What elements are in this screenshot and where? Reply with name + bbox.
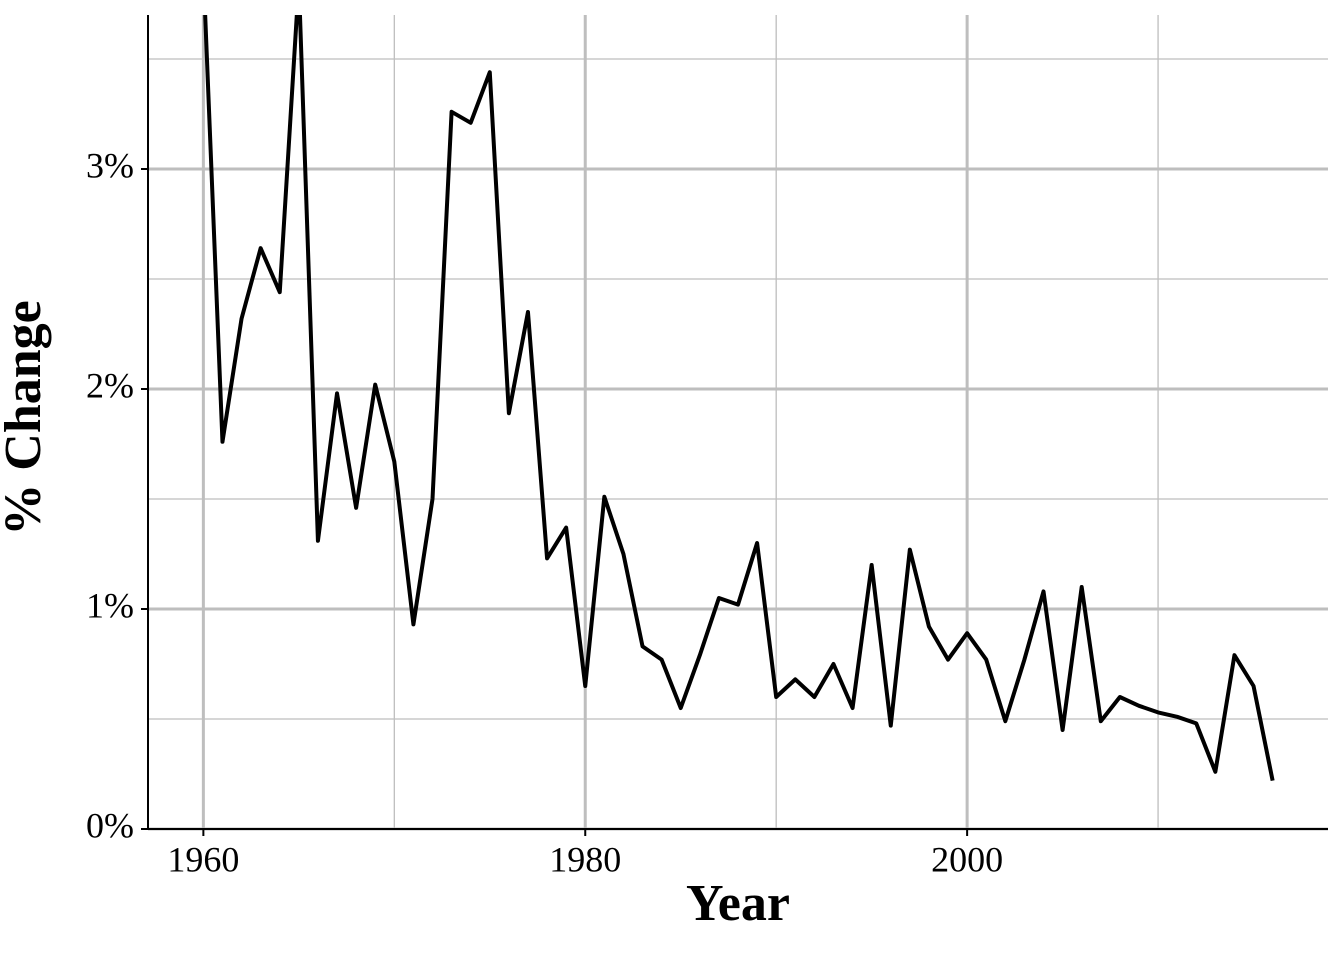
x-axis-title: Year bbox=[686, 875, 790, 932]
x-tick-label: 1960 bbox=[167, 839, 239, 879]
y-tick-label: 1% bbox=[86, 585, 134, 625]
y-tick-label: 3% bbox=[86, 145, 134, 185]
y-tick-label: 2% bbox=[86, 365, 134, 405]
plot-area bbox=[203, 15, 1275, 781]
data-line bbox=[203, 15, 1275, 781]
y-tick-label: 0% bbox=[86, 805, 134, 845]
y-axis-title: % Change bbox=[0, 300, 52, 535]
x-tick-label: 2000 bbox=[931, 839, 1003, 879]
x-tick-label: 1980 bbox=[549, 839, 621, 879]
